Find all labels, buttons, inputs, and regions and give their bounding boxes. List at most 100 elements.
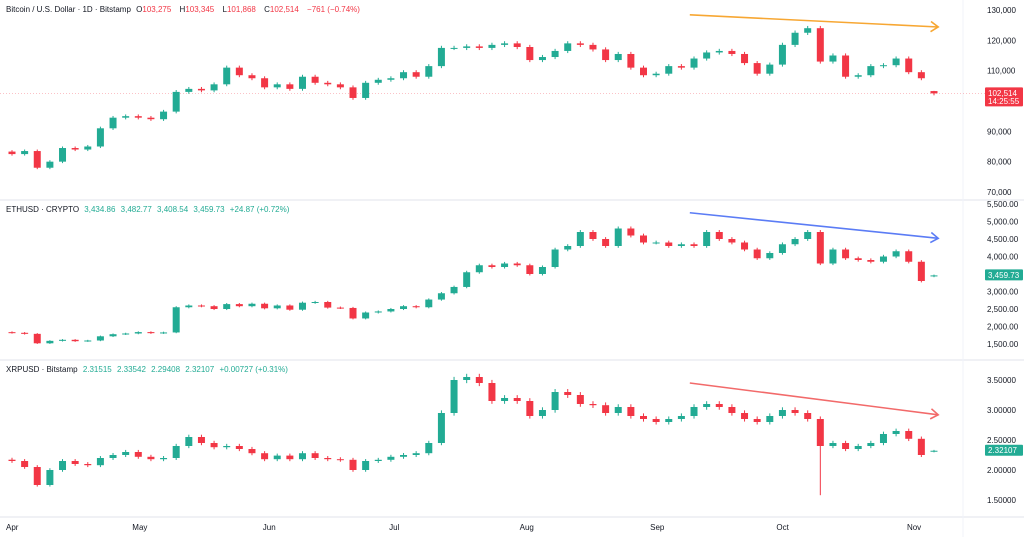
btc-candle: [21, 151, 29, 155]
btc-y-tick-label: 70,000: [987, 188, 1012, 197]
xrp-candle: [84, 464, 92, 466]
btc-legend: Bitcoin / U.S. Dollar · 1D · Bitstamp O1…: [6, 5, 360, 14]
xrp-candle: [728, 407, 736, 413]
btc-candle: [362, 82, 370, 98]
xrp-candle: [450, 380, 458, 413]
xrp-y-tick-label: 3.00000: [987, 406, 1016, 415]
xrp-candle: [412, 453, 420, 455]
btc-candle: [741, 53, 749, 64]
btc-candle: [475, 46, 483, 48]
btc-candle: [71, 148, 79, 150]
btc-candle: [879, 65, 887, 67]
xrp-candle: [336, 459, 344, 461]
btc-trendline: [689, 14, 939, 28]
xrp-candle: [96, 458, 104, 466]
eth-candle: [816, 232, 824, 264]
xrp-trendline: [689, 382, 939, 416]
btc-candle: [59, 148, 67, 162]
btc-candle: [652, 73, 660, 76]
btc-candle: [564, 43, 572, 51]
eth-candle: [134, 332, 142, 334]
xrp-high: 2.33542: [116, 365, 146, 374]
btc-pane: 130,000 120,000 110,000 90,000 80,000 70,000 1…: [0, 6, 1023, 197]
eth-symbol-title: ETHUSD · CRYPTO: [6, 205, 80, 214]
xrp-y-tick-label: 1.50000: [987, 496, 1016, 505]
eth-last-price-value: 3,459.73: [988, 271, 1020, 280]
btc-candle: [324, 82, 332, 85]
eth-candle: [59, 339, 67, 341]
btc-candle: [703, 52, 711, 59]
eth-candle: [400, 306, 408, 309]
xrp-candle: [652, 419, 660, 422]
eth-candle: [564, 246, 572, 250]
btc-candle: [261, 78, 269, 88]
btc-candle: [930, 91, 938, 94]
xrp-candle: [589, 404, 597, 406]
btc-candle: [842, 55, 850, 77]
xrp-change: +0.00727 (+0.31%): [219, 365, 288, 374]
xrp-candle: [286, 455, 294, 460]
xrp-candle: [185, 437, 193, 446]
eth-candle: [715, 232, 723, 239]
xrp-candle: [703, 404, 711, 407]
eth-candle: [513, 263, 521, 266]
eth-candle: [665, 242, 673, 246]
xrp-candle: [210, 443, 218, 448]
btc-candle: [551, 50, 559, 58]
btc-y-tick-label: 110,000: [987, 67, 1016, 76]
eth-candle: [46, 340, 54, 344]
btc-candle: [273, 84, 281, 88]
xrp-candle: [665, 419, 673, 422]
btc-low: 101,868: [226, 5, 256, 14]
eth-candle: [8, 332, 16, 334]
btc-y-tick-label: 90,000: [987, 127, 1012, 136]
x-tick-label-jul: Jul: [389, 523, 399, 532]
xrp-candle: [71, 461, 79, 464]
btc-bar-countdown: 14:25:55: [988, 97, 1020, 106]
btc-candle: [778, 44, 786, 65]
xrp-candle: [147, 456, 155, 460]
xrp-candle: [349, 459, 357, 470]
btc-candle: [715, 50, 723, 53]
btc-candle: [425, 66, 433, 77]
xrp-low: 2.29408: [151, 365, 181, 374]
eth-candle: [576, 232, 584, 246]
eth-y-tick-label: 2,000.00: [987, 323, 1019, 332]
btc-candle: [134, 116, 142, 118]
xrp-candle: [816, 419, 824, 446]
eth-candle: [488, 265, 496, 267]
xrp-candle: [172, 446, 180, 458]
xrp-candle: [197, 437, 205, 443]
btc-candle: [96, 128, 104, 147]
xrp-candle: [690, 407, 698, 416]
xrp-candle: [400, 455, 408, 457]
btc-candle: [753, 63, 761, 74]
xrp-y-tick-label: 2.50000: [987, 436, 1016, 445]
xrp-candle: [273, 455, 281, 460]
btc-candle: [538, 57, 546, 61]
x-tick-label-nov: Nov: [907, 523, 921, 532]
eth-change: +24.87 (+0.72%): [229, 205, 290, 214]
btc-candle: [286, 84, 294, 89]
xrp-candle: [564, 392, 572, 395]
btc-y-tick-label: 80,000: [987, 158, 1012, 167]
btc-open: 103,275: [142, 5, 172, 14]
btc-candle: [690, 58, 698, 68]
xrp-candle: [387, 456, 395, 460]
eth-candle: [197, 305, 205, 307]
eth-candle: [71, 339, 79, 342]
xrp-candle: [576, 395, 584, 404]
xrp-candle: [134, 452, 142, 457]
eth-candle: [778, 244, 786, 253]
xrp-candle: [437, 413, 445, 443]
eth-candle: [677, 244, 685, 246]
eth-candle: [753, 249, 761, 259]
xrp-candle: [538, 410, 546, 416]
eth-candle: [185, 305, 193, 308]
eth-candle: [96, 336, 104, 341]
eth-candle: [210, 306, 218, 309]
btc-candle: [640, 67, 647, 76]
xrp-candle: [614, 407, 622, 413]
xrp-candle: [513, 398, 521, 401]
